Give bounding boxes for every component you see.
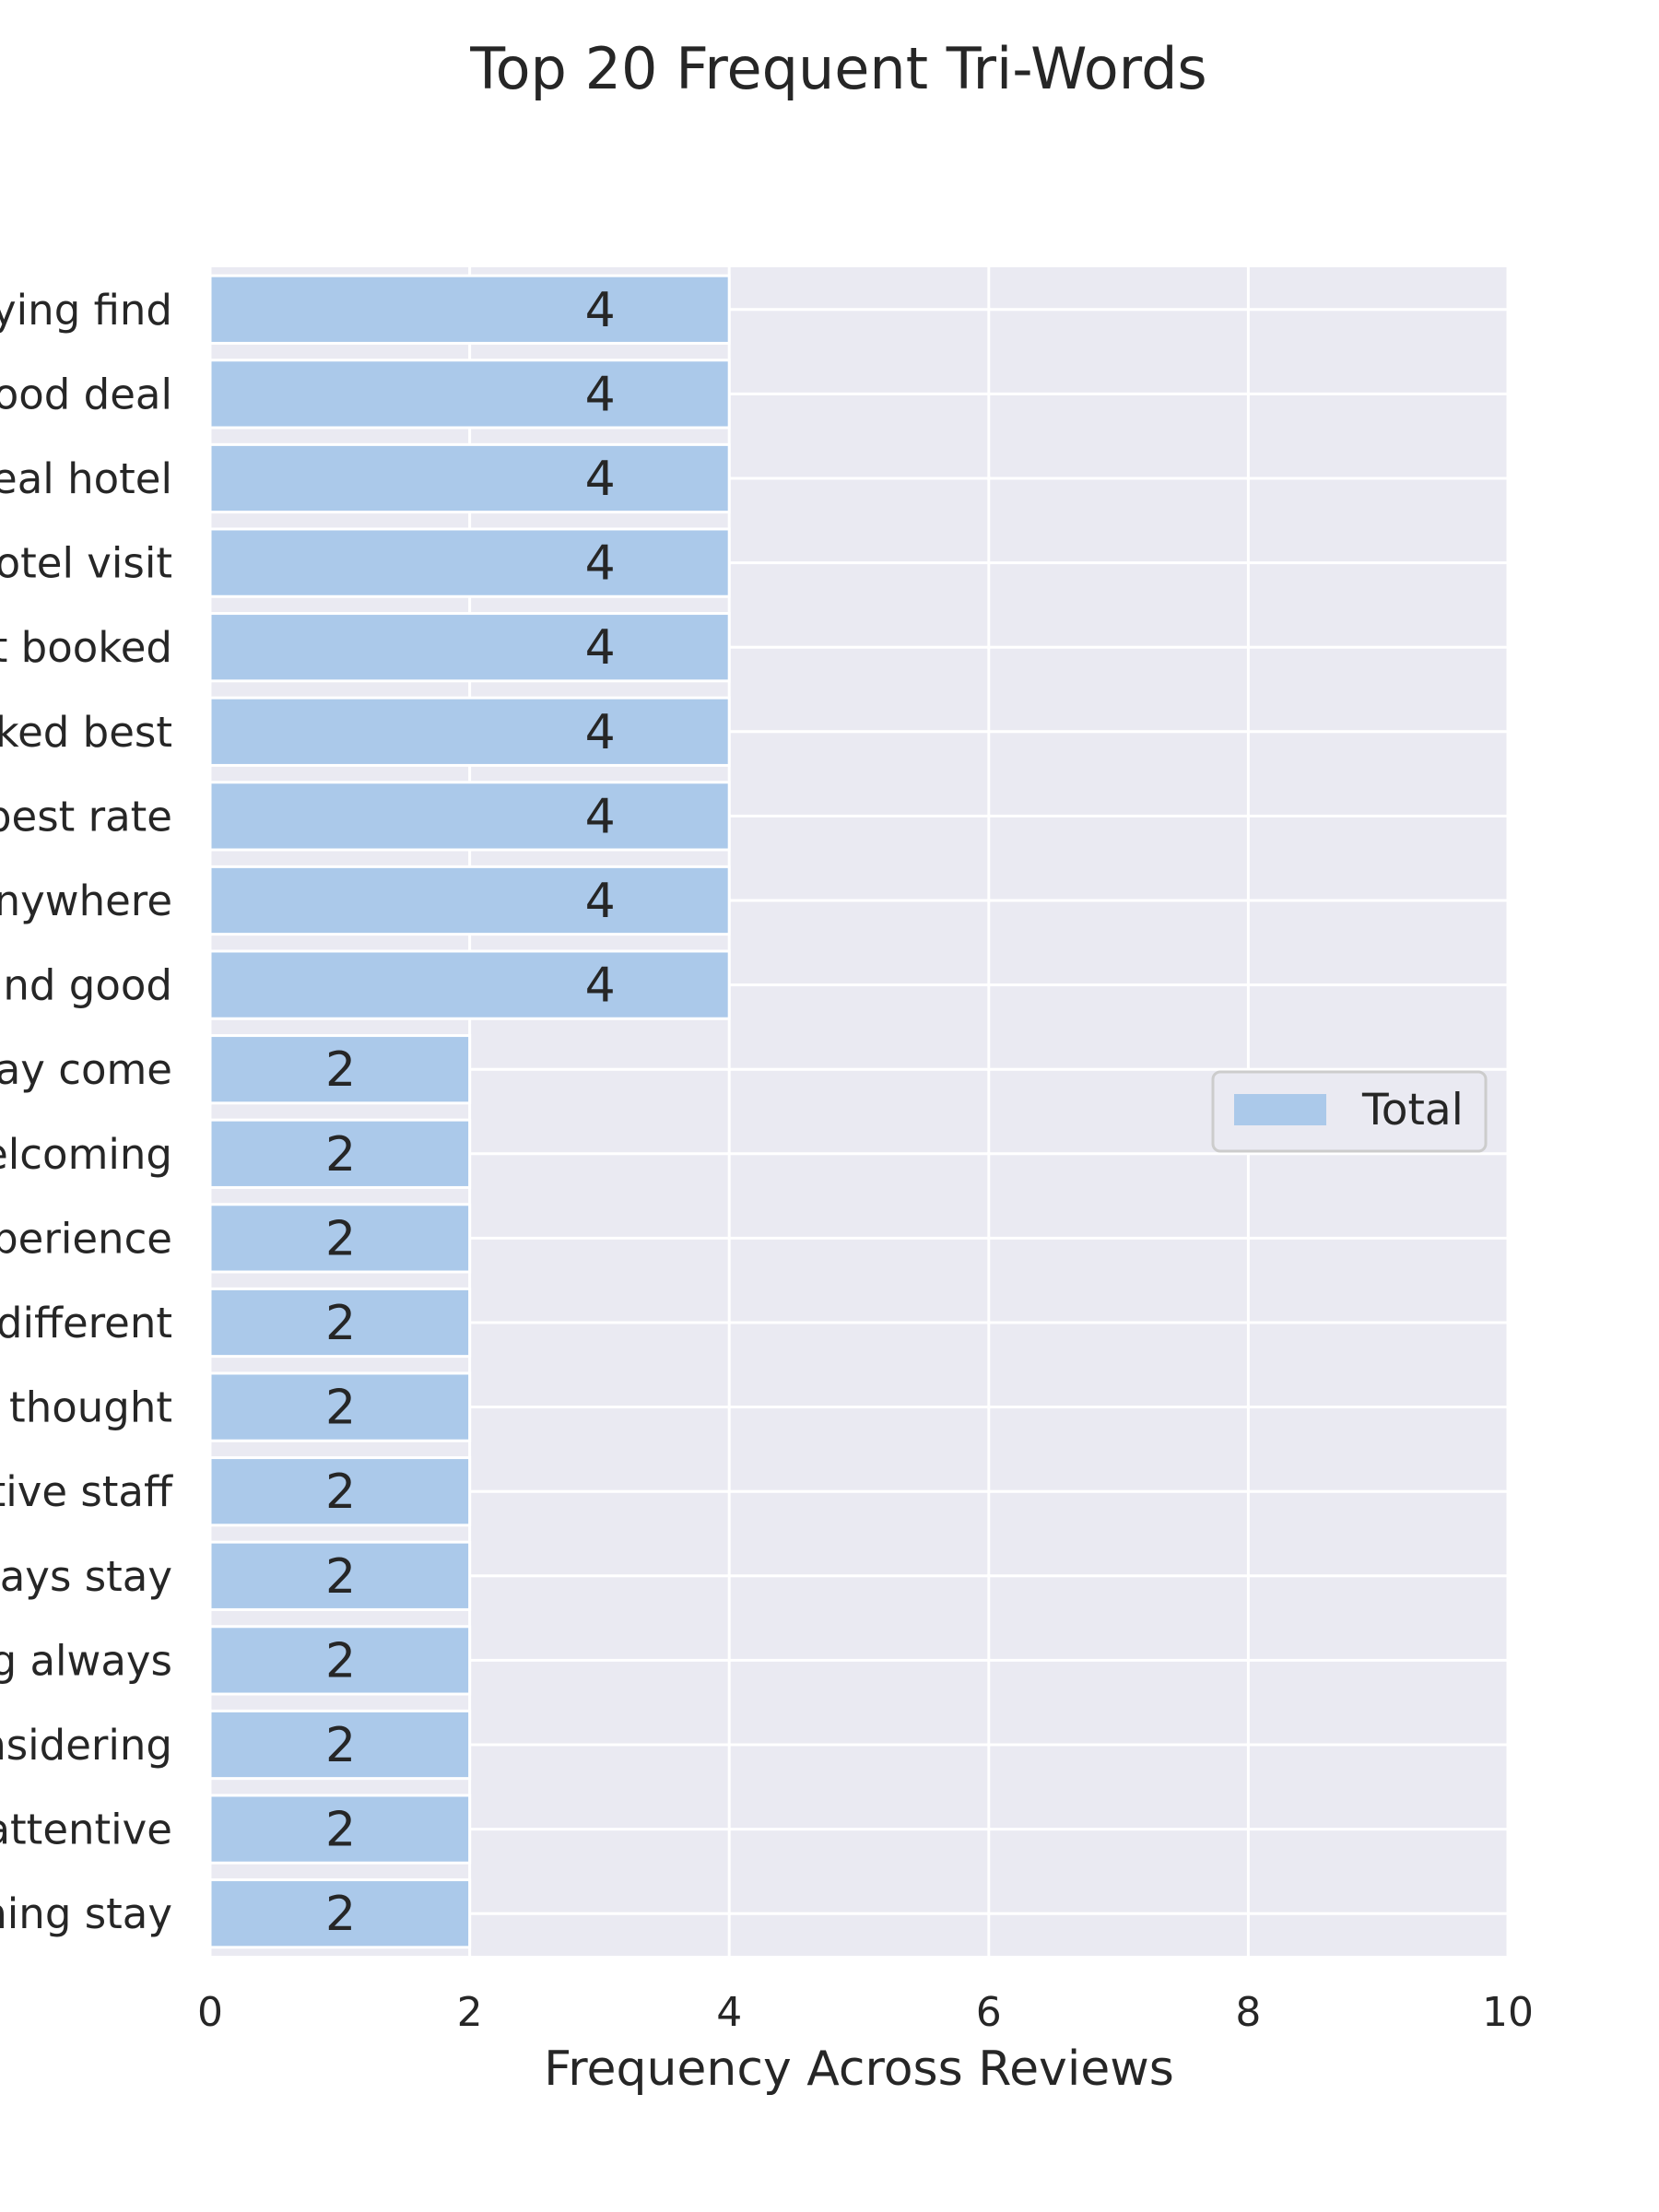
bar — [208, 612, 731, 683]
category-label: ying find — [0, 286, 172, 335]
x-tick-label-2: 2 — [457, 1989, 483, 2036]
bar — [208, 1287, 472, 1359]
category-label: tive staff — [0, 1467, 173, 1516]
bar — [208, 1709, 472, 1781]
category-label: ning stay — [0, 1889, 172, 1938]
bar — [208, 1371, 472, 1442]
bar — [208, 1203, 472, 1274]
bar-value-label: 4 — [585, 874, 616, 929]
bar — [208, 949, 731, 1020]
bar-value-label: 2 — [325, 1465, 356, 1520]
category-label: ay come — [0, 1045, 172, 1094]
category-label: otel visit — [0, 539, 172, 588]
x-tick-label-0: 0 — [197, 1989, 223, 2036]
bar-value-label: 2 — [325, 1803, 356, 1858]
x-axis-label: Frequency Across Reviews — [544, 2041, 1174, 2097]
bar-value-label: 4 — [585, 452, 616, 507]
legend[interactable]: Total — [1211, 1070, 1488, 1153]
bar — [208, 1118, 472, 1189]
bar — [208, 359, 731, 429]
bar — [208, 1794, 472, 1865]
bars — [208, 274, 731, 1949]
x-tick-labels: 0 2 4 6 8 10 — [197, 1989, 1534, 2036]
bar — [208, 696, 731, 767]
x-tick-label-4: 4 — [716, 1989, 742, 2036]
bar-value-label: 2 — [325, 1549, 356, 1605]
bar-value-label: 4 — [585, 536, 616, 592]
category-label: nywhere — [0, 877, 172, 925]
category-label: t booked — [0, 623, 172, 672]
bar — [208, 865, 731, 936]
bar-value-label: 2 — [325, 1127, 356, 1182]
category-label: nsidering — [0, 1721, 172, 1770]
bar-value-label: 2 — [325, 1718, 356, 1773]
x-tick-label-6: 6 — [976, 1989, 1002, 2036]
legend-swatch — [1234, 1094, 1326, 1125]
category-label: eal hotel — [0, 454, 172, 503]
bar — [208, 1456, 472, 1527]
category-label: nd good — [3, 961, 172, 1010]
bar — [208, 781, 731, 852]
x-tick-label-10: 10 — [1482, 1989, 1534, 2036]
bar-value-label: 2 — [325, 1296, 356, 1351]
bar — [208, 1034, 472, 1105]
bar-value-label: 2 — [325, 1042, 356, 1098]
category-label: ays stay — [0, 1552, 172, 1601]
category-label: g always — [0, 1636, 172, 1685]
bar-value-label: 2 — [325, 1887, 356, 1942]
category-label: ked best — [0, 708, 172, 757]
bar-value-label: 4 — [585, 620, 616, 676]
category-label: attentive — [0, 1806, 172, 1854]
bar-value-label: 4 — [585, 283, 616, 338]
bar — [208, 1625, 472, 1696]
bar-value-label: 4 — [585, 705, 616, 760]
legend-box — [1211, 1070, 1488, 1153]
category-labels: ying find ood deal eal hotel otel visit t bo… — [0, 286, 173, 1938]
bar-value-label: 4 — [585, 367, 616, 422]
bar-value-label: 4 — [585, 789, 616, 844]
bar — [208, 274, 731, 345]
bar — [208, 1878, 472, 1949]
chart-title: Top 20 Frequent Tri-Words — [469, 35, 1206, 102]
bar-value-label: 2 — [325, 1381, 356, 1436]
category-label: thought — [9, 1383, 172, 1432]
legend-entry-total: Total — [1361, 1085, 1464, 1135]
category-label: ood deal — [0, 370, 172, 418]
bar-value-labels: 4 4 4 4 4 4 4 4 4 2 2 2 2 2 2 2 2 2 2 2 — [325, 283, 616, 1942]
x-tick-label-8: 8 — [1235, 1989, 1261, 2036]
bar-value-label: 4 — [585, 959, 616, 1014]
bar — [208, 527, 731, 598]
category-label: elcoming — [0, 1130, 172, 1179]
bar — [208, 1540, 472, 1611]
category-label: different — [0, 1299, 172, 1347]
category-label: best rate — [0, 792, 172, 841]
bar-value-label: 2 — [325, 1211, 356, 1266]
category-label: perience — [0, 1214, 172, 1263]
bar-value-label: 2 — [325, 1633, 356, 1688]
bar — [208, 442, 731, 514]
